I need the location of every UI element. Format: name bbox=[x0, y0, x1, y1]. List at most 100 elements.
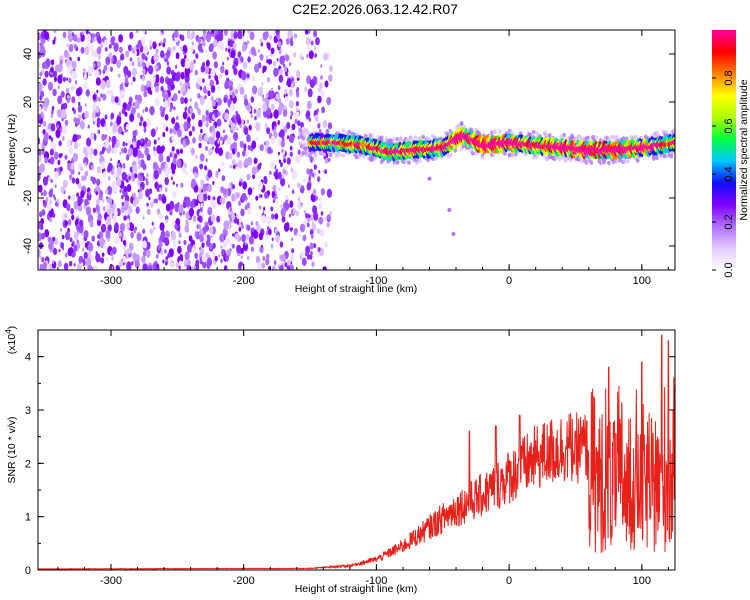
spectrogram-noise-cell bbox=[101, 198, 105, 203]
spectrogram-noise-cell bbox=[56, 124, 60, 129]
spectrogram-noise-cell bbox=[240, 255, 243, 259]
spectrogram-halo-cell bbox=[392, 137, 397, 142]
spectrogram-halo-cell bbox=[395, 160, 400, 165]
spectrogram-noise-cell bbox=[44, 70, 49, 78]
spectrogram-noise-cell bbox=[64, 212, 68, 219]
spectrogram-noise-cell bbox=[284, 88, 288, 94]
spectrogram-noise-cell bbox=[63, 102, 68, 110]
spectrogram-noise-cell bbox=[122, 255, 127, 263]
spectrogram-noise-cell bbox=[231, 92, 236, 99]
spectrogram-noise-cell bbox=[71, 242, 74, 247]
spectrogram-halo-cell bbox=[362, 154, 366, 159]
spectrogram-noise-cell bbox=[251, 75, 256, 82]
spectrogram-marks bbox=[38, 30, 675, 270]
spectrogram-noise-cell bbox=[246, 173, 251, 181]
spectrogram-noise-cell bbox=[284, 95, 289, 103]
spectrogram-noise-cell bbox=[110, 112, 115, 120]
spectrogram-noise-cell bbox=[39, 255, 42, 260]
spectrogram-noise-cell bbox=[77, 196, 83, 206]
spectrogram-noise-cell bbox=[70, 162, 75, 171]
spectrogram-noise-cell bbox=[71, 214, 75, 221]
spectrogram-noise-cell bbox=[306, 75, 312, 85]
spectrogram-noise-cell bbox=[207, 90, 211, 97]
spectrogram-noise-cell bbox=[43, 189, 47, 197]
spectrogram-halo-cell bbox=[528, 133, 533, 138]
spectrogram-noise-cell bbox=[265, 230, 269, 236]
spectrogram-noise-cell bbox=[324, 169, 327, 175]
spectrogram-noise-cell bbox=[101, 133, 106, 142]
spectrogram-noise-cell bbox=[204, 165, 208, 171]
spectrogram-noise-cell bbox=[146, 118, 151, 127]
spectrogram-noise-cell bbox=[125, 123, 130, 131]
spectrogram-noise-cell bbox=[178, 265, 181, 270]
spectrogram-noise-cell bbox=[214, 109, 219, 118]
spectrogram-noise-cell bbox=[280, 204, 283, 208]
spectrogram-noise-cell bbox=[234, 232, 240, 242]
spectrogram-noise-cell bbox=[89, 153, 93, 159]
spectrogram-noise-cell bbox=[101, 38, 104, 42]
spectrogram-noise-cell bbox=[236, 213, 239, 218]
spectrogram-noise-cell bbox=[73, 34, 78, 42]
spectrogram-noise-cell bbox=[158, 241, 163, 248]
spectrogram-noise-cell bbox=[166, 61, 170, 66]
spectrogram-noise-cell bbox=[104, 188, 109, 195]
spectrogram-noise-cell bbox=[95, 204, 100, 212]
spectrogram-noise-cell bbox=[112, 203, 117, 210]
spectrogram-noise-cell bbox=[275, 198, 279, 204]
spectrogram-noise-cell bbox=[194, 172, 197, 177]
spectrogram-halo-cell bbox=[602, 159, 606, 165]
spectrogram-noise-cell bbox=[87, 264, 93, 270]
spectrogram-noise-cell bbox=[216, 42, 222, 50]
spectrogram-noise-cell bbox=[38, 155, 42, 163]
spectrogram-noise-cell bbox=[94, 36, 97, 42]
spectrogram-noise-cell bbox=[102, 206, 106, 212]
spectrogram-noise-cell bbox=[184, 67, 190, 77]
spectrogram-noise-cell bbox=[179, 148, 183, 154]
spectrogram-noise-cell bbox=[216, 118, 222, 127]
spectrogram-noise-cell bbox=[311, 156, 314, 162]
spectrogram-noise-cell bbox=[126, 103, 131, 112]
spectrogram-noise-cell bbox=[134, 100, 140, 110]
spectrogram-noise-cell bbox=[49, 217, 53, 223]
spectrogram-noise-cell bbox=[229, 242, 233, 248]
spectrogram-noise-cell bbox=[185, 263, 188, 267]
spectrogram-halo-cell bbox=[307, 153, 312, 158]
spectrogram-noise-cell bbox=[168, 78, 174, 88]
spectrogram-noise-cell bbox=[152, 161, 158, 171]
spectrogram-noise-cell bbox=[164, 114, 169, 121]
spectrogram-noise-cell bbox=[57, 85, 60, 90]
spectrogram-noise-cell bbox=[164, 177, 169, 186]
spectrogram-noise-cell bbox=[197, 36, 201, 44]
spectrogram-noise-cell bbox=[42, 78, 47, 86]
spectrogram-noise-cell bbox=[274, 260, 277, 265]
spectrogram-noise-cell bbox=[263, 206, 266, 211]
spectrogram-noise-cell bbox=[291, 170, 298, 180]
spectrogram-noise-cell bbox=[252, 186, 255, 191]
spectrogram-noise-cell bbox=[199, 206, 203, 213]
spectrogram-noise-cell bbox=[202, 78, 205, 83]
spectrogram-noise-cell bbox=[92, 33, 96, 38]
spectrogram-noise-cell bbox=[226, 56, 229, 61]
spectrogram-noise-cell bbox=[220, 140, 223, 145]
spectrogram-noise-cell bbox=[105, 56, 111, 66]
spectrogram-noise-cell bbox=[183, 162, 187, 169]
spectrogram-noise-cell bbox=[52, 88, 57, 97]
spectrogram-noise-cell bbox=[207, 184, 212, 193]
colorbar-tick-label: 0.6 bbox=[723, 118, 735, 133]
spectrogram-noise-cell bbox=[130, 231, 135, 239]
spectrogram-noise-cell bbox=[277, 119, 281, 126]
spectrogram-noise-cell bbox=[191, 112, 196, 120]
spectrogram-noise-cell bbox=[286, 78, 292, 88]
spectrogram-noise-cell bbox=[162, 193, 165, 198]
spectrogram-noise-cell bbox=[199, 86, 203, 91]
spectrogram-noise-cell bbox=[147, 140, 150, 144]
spectrogram-noise-cell bbox=[309, 242, 314, 250]
spectrogram-noise-cell bbox=[244, 149, 249, 158]
spectrogram-noise-cell bbox=[123, 223, 126, 228]
spectrogram-noise-cell bbox=[258, 205, 262, 210]
spectrogram-noise-cell bbox=[87, 124, 90, 129]
spectrogram-noise-cell bbox=[105, 79, 111, 89]
spectrogram-noise-cell bbox=[308, 176, 311, 181]
spectrogram-noise-cell bbox=[64, 154, 68, 160]
spectrogram-noise-cell bbox=[163, 98, 166, 103]
